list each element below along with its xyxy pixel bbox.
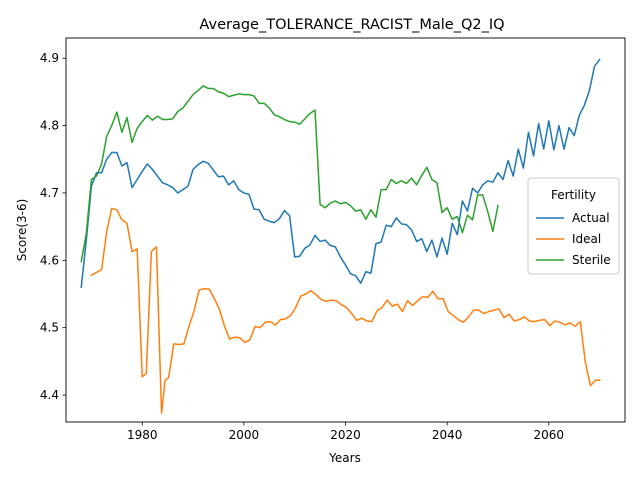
x-tick-label: 2000	[229, 428, 260, 442]
y-tick-label: 4.9	[40, 51, 59, 65]
y-axis: 4.4 4.5 4.6 4.7 4.8 4.9	[40, 51, 66, 402]
y-axis-label: Score(3-6)	[15, 199, 29, 262]
series-line-actual	[80, 58, 601, 289]
y-tick-label: 4.5	[40, 321, 59, 335]
y-tick-label: 4.6	[40, 253, 59, 267]
y-tick-label: 4.8	[40, 119, 59, 133]
y-tick-label: 4.7	[40, 186, 59, 200]
x-tick-label: 2040	[432, 428, 463, 442]
legend-label-ideal: Ideal	[572, 232, 601, 246]
series-line-ideal	[90, 207, 601, 414]
x-axis: 1980 2000 2020 2040 2060	[127, 422, 564, 442]
legend-label-sterile: Sterile	[572, 253, 611, 267]
y-tick-label: 4.4	[40, 388, 59, 402]
legend-frame	[527, 177, 620, 275]
legend-title: Fertility	[551, 188, 596, 202]
chart-title: Average_TOLERANCE_RACIST_Male_Q2_IQ	[199, 17, 504, 33]
series-layer	[80, 58, 601, 414]
x-tick-label: 1980	[127, 428, 158, 442]
legend: Fertility Actual Ideal Sterile	[527, 177, 620, 275]
x-axis-label: Years	[328, 451, 361, 465]
x-tick-label: 2020	[330, 428, 361, 442]
x-tick-label: 2060	[533, 428, 564, 442]
legend-label-actual: Actual	[572, 211, 610, 225]
series-line-sterile	[80, 85, 499, 263]
